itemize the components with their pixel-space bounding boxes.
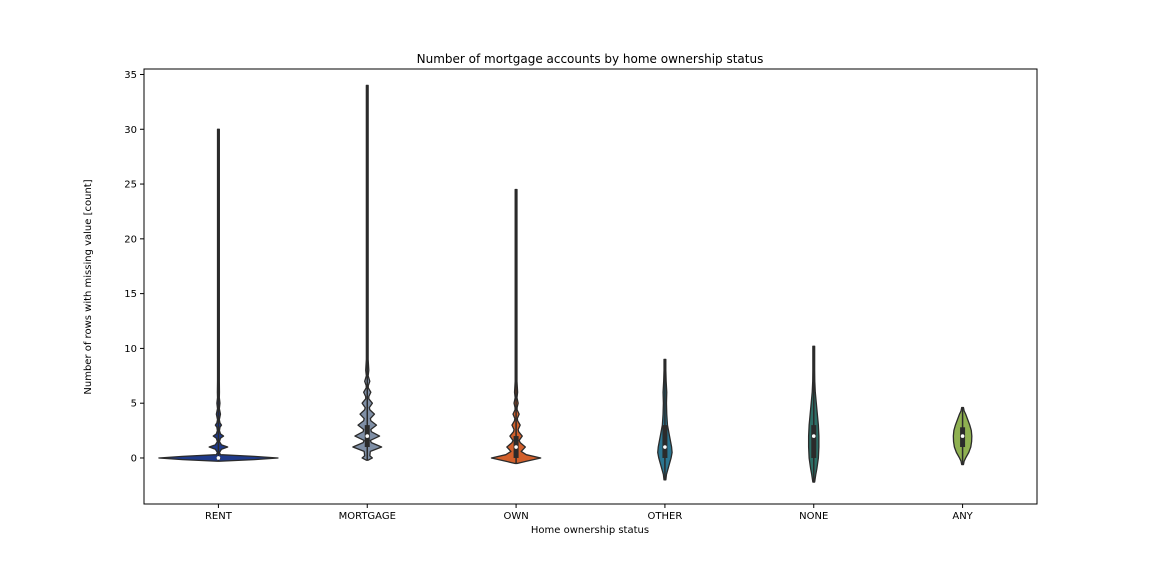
violin-median-any [960, 434, 965, 438]
x-tick-label: ANY [952, 511, 973, 522]
y-tick-label: 0 [131, 453, 137, 464]
y-tick-label: 20 [124, 234, 137, 245]
x-tick-label: RENT [205, 511, 233, 522]
y-axis-label: Number of rows with missing value [count… [83, 179, 94, 394]
violin-box-other [662, 425, 668, 458]
violin-median-own [514, 445, 518, 449]
x-tick-label: NONE [799, 511, 828, 522]
x-tick-label: OTHER [648, 511, 683, 522]
plot-frame [143, 68, 1038, 505]
y-tick-label: 30 [124, 125, 137, 136]
y-tick-label: 5 [131, 399, 137, 410]
violin-median-rent [216, 456, 221, 460]
x-axis: RENT MORTGAGE OWN OTHER NONE ANY [205, 504, 974, 522]
violin-median-mortgage [365, 434, 370, 438]
y-axis: 0 5 10 15 20 25 30 35 [124, 70, 144, 464]
x-tick-label: MORTGAGE [339, 511, 396, 522]
y-tick-label: 35 [124, 70, 137, 81]
y-tick-label: 15 [124, 289, 137, 300]
y-tick-label: 10 [124, 344, 137, 355]
chart-title: Number of mortgage accounts by home owne… [417, 52, 764, 66]
violin-median-none [811, 434, 816, 438]
violin-median-other [663, 445, 667, 449]
violins-group [158, 84, 973, 483]
violin-box-none [811, 425, 817, 458]
x-tick-label: OWN [503, 511, 528, 522]
y-tick-label: 25 [124, 180, 137, 191]
x-axis-label: Home ownership status [531, 525, 649, 536]
